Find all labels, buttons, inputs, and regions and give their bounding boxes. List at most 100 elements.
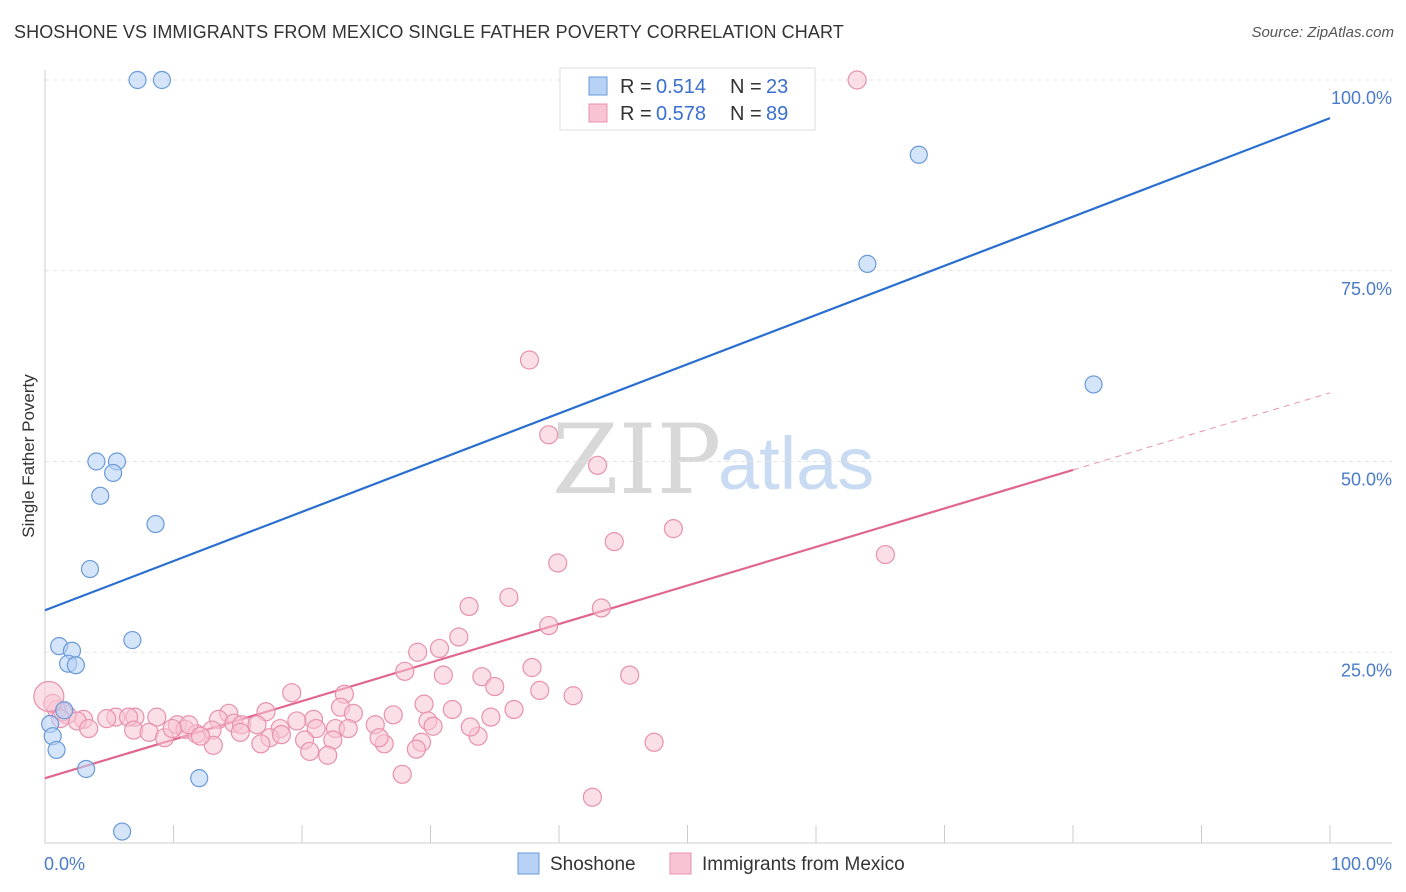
point-shoshone bbox=[112, 822, 132, 841]
point-mexico bbox=[591, 598, 612, 618]
point-mexico bbox=[604, 532, 624, 552]
point-shoshone bbox=[91, 486, 110, 505]
point-shoshone bbox=[152, 70, 172, 90]
point-mexico bbox=[190, 726, 211, 746]
chart-title: SHOSHONE VS IMMIGRANTS FROM MEXICO SINGL… bbox=[14, 22, 844, 42]
x-tick-label-min: 0.0% bbox=[44, 854, 85, 874]
point-mexico bbox=[271, 725, 292, 745]
point-mexico bbox=[306, 718, 326, 739]
chart-source: Source: ZipAtlas.com bbox=[1251, 24, 1394, 41]
point-mexico bbox=[392, 764, 412, 784]
point-mexico bbox=[548, 553, 568, 573]
legend: R = 0.514 N = 23 R = 0.578 N = 89 bbox=[559, 67, 816, 131]
point-mexico bbox=[408, 642, 428, 662]
point-mexico bbox=[251, 734, 271, 754]
point-shoshone bbox=[123, 630, 142, 650]
legend-r-value-2: 0.578 bbox=[656, 103, 706, 125]
point-mexico bbox=[472, 667, 492, 687]
point-shoshone bbox=[104, 463, 123, 483]
gridlines: 25.0% 50.0% 75.0% 100.0% bbox=[45, 79, 1392, 680]
point-mexico bbox=[300, 741, 320, 762]
legend-n-value-1: 23 bbox=[766, 76, 788, 98]
point-mexico bbox=[97, 709, 117, 729]
point-mexico bbox=[539, 425, 559, 445]
point-mexico bbox=[406, 739, 426, 759]
point-mexico bbox=[449, 627, 469, 647]
point-mexico bbox=[147, 707, 167, 727]
point-mexico bbox=[442, 699, 462, 720]
point-shoshone bbox=[128, 70, 147, 90]
legend-n-value-2: 89 bbox=[766, 103, 788, 125]
point-mexico bbox=[79, 718, 99, 739]
point-mexico bbox=[460, 717, 480, 737]
bottom-legend-swatch-shoshone bbox=[517, 852, 540, 875]
point-mexico bbox=[459, 596, 479, 617]
bottom-legend-label-shoshone: Shoshone bbox=[550, 854, 636, 875]
point-mexico bbox=[338, 718, 358, 739]
legend-swatch-shoshone bbox=[588, 76, 608, 96]
point-mexico bbox=[247, 715, 267, 735]
point-shoshone bbox=[77, 759, 96, 779]
point-shoshone bbox=[909, 145, 928, 164]
point-mexico bbox=[485, 676, 505, 697]
watermark-zip: ZIP bbox=[552, 404, 721, 516]
point-shoshone bbox=[47, 740, 66, 760]
legend-n-label-2: N = bbox=[730, 103, 762, 125]
y-tick-label-2: 75.0% bbox=[1341, 279, 1392, 299]
axes bbox=[44, 70, 1392, 844]
x-tick-label-max: 100.0% bbox=[1331, 854, 1392, 874]
bottom-legend: Shoshone Immigrants from Mexico bbox=[517, 852, 905, 875]
point-mexico bbox=[504, 699, 524, 720]
legend-r-label-2: R = bbox=[620, 103, 652, 125]
point-mexico bbox=[429, 638, 450, 659]
point-mexico bbox=[33, 680, 65, 713]
bottom-legend-label-mexico: Immigrants from Mexico bbox=[702, 854, 905, 875]
point-mexico bbox=[499, 587, 519, 607]
y-tick-label-0: 25.0% bbox=[1341, 660, 1392, 680]
trend-line-shoshone bbox=[44, 117, 1331, 612]
point-mexico bbox=[162, 718, 182, 739]
legend-r-value-1: 0.514 bbox=[656, 76, 706, 98]
point-mexico bbox=[287, 711, 307, 731]
point-shoshone bbox=[66, 656, 85, 675]
y-axis-label: Single Father Poverty bbox=[19, 374, 38, 538]
point-mexico bbox=[282, 683, 302, 703]
trend-line-mexico-extension bbox=[1072, 392, 1331, 471]
data-points bbox=[33, 70, 1103, 841]
point-mexico bbox=[563, 686, 583, 706]
point-mexico bbox=[875, 544, 895, 565]
point-shoshone bbox=[190, 769, 209, 788]
bottom-legend-swatch-mexico bbox=[669, 852, 692, 875]
point-mexico bbox=[530, 680, 550, 701]
point-mexico bbox=[383, 705, 403, 725]
point-shoshone bbox=[55, 701, 74, 720]
point-mexico bbox=[369, 728, 389, 748]
legend-n-label-1: N = bbox=[730, 76, 762, 98]
legend-r-label-1: R = bbox=[620, 76, 652, 98]
point-shoshone bbox=[1084, 375, 1103, 394]
y-tick-label-3: 100.0% bbox=[1331, 88, 1392, 108]
point-mexico bbox=[522, 657, 542, 678]
point-shoshone bbox=[858, 254, 877, 273]
point-mexico bbox=[318, 745, 338, 765]
point-mexico bbox=[539, 615, 559, 636]
point-mexico bbox=[847, 70, 867, 90]
point-mexico bbox=[423, 716, 443, 736]
y-tick-label-1: 50.0% bbox=[1341, 470, 1392, 490]
watermark-atlas: atlas bbox=[718, 422, 874, 505]
point-mexico bbox=[433, 665, 453, 685]
point-shoshone bbox=[146, 514, 165, 534]
point-shoshone bbox=[87, 452, 106, 471]
point-mexico bbox=[663, 519, 683, 539]
point-mexico bbox=[395, 661, 415, 681]
point-mexico bbox=[519, 350, 540, 370]
point-mexico bbox=[414, 694, 434, 714]
point-mexico bbox=[481, 707, 501, 727]
point-shoshone bbox=[80, 559, 100, 579]
point-mexico bbox=[582, 787, 603, 807]
point-mexico bbox=[230, 722, 250, 742]
point-mexico bbox=[620, 665, 640, 685]
point-mexico bbox=[587, 455, 608, 475]
point-mexico bbox=[644, 732, 664, 752]
